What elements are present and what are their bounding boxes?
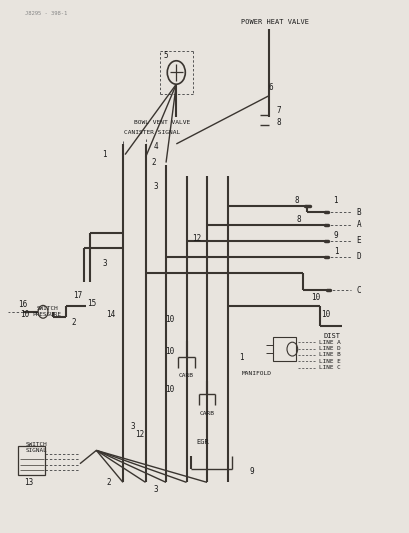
Text: LINE E: LINE E bbox=[318, 359, 339, 364]
Text: POWER HEAT VALVE: POWER HEAT VALVE bbox=[240, 19, 308, 26]
Text: 1: 1 bbox=[102, 150, 107, 159]
Text: 10: 10 bbox=[165, 348, 174, 356]
Text: 16: 16 bbox=[18, 301, 27, 309]
Text: 3: 3 bbox=[153, 182, 158, 191]
Text: SWITCH
PRESSURE: SWITCH PRESSURE bbox=[33, 306, 61, 317]
Text: 9: 9 bbox=[333, 231, 338, 240]
Text: 1: 1 bbox=[333, 247, 338, 256]
Text: 5: 5 bbox=[163, 52, 168, 60]
Text: 10: 10 bbox=[20, 310, 29, 319]
Text: 1: 1 bbox=[239, 353, 244, 361]
Text: 2: 2 bbox=[106, 478, 111, 487]
Text: 12: 12 bbox=[135, 430, 144, 439]
Text: E: E bbox=[355, 237, 360, 245]
Text: CANISTER SIGNAL: CANISTER SIGNAL bbox=[123, 130, 180, 135]
Text: D: D bbox=[355, 253, 360, 261]
Text: CARB: CARB bbox=[199, 410, 214, 416]
Text: J8295 - 398-1: J8295 - 398-1 bbox=[25, 11, 67, 16]
Text: 17: 17 bbox=[73, 292, 82, 300]
Text: SWITCH
SIGNAL: SWITCH SIGNAL bbox=[26, 442, 48, 453]
Text: 1: 1 bbox=[332, 196, 337, 205]
Text: EGR: EGR bbox=[196, 439, 209, 446]
Text: BOWL VENT VALVE: BOWL VENT VALVE bbox=[133, 120, 190, 125]
Text: 10: 10 bbox=[310, 293, 319, 302]
Text: 9: 9 bbox=[249, 467, 254, 476]
Text: 10: 10 bbox=[321, 310, 330, 319]
Text: 7: 7 bbox=[276, 107, 281, 115]
Text: 10: 10 bbox=[165, 316, 174, 324]
Text: LINE D: LINE D bbox=[318, 346, 339, 351]
Text: 8: 8 bbox=[296, 215, 301, 224]
Text: 2: 2 bbox=[151, 158, 156, 167]
Text: B: B bbox=[355, 208, 360, 216]
Text: 10: 10 bbox=[165, 385, 174, 393]
Text: CARB: CARB bbox=[179, 373, 193, 378]
Text: 3: 3 bbox=[153, 485, 158, 494]
Text: 4: 4 bbox=[153, 142, 158, 151]
Text: 12: 12 bbox=[192, 234, 201, 243]
Text: LINE A: LINE A bbox=[318, 340, 339, 345]
Text: A: A bbox=[355, 221, 360, 229]
Text: 13: 13 bbox=[24, 478, 33, 487]
Bar bbox=[18, 446, 45, 475]
Text: 14: 14 bbox=[106, 310, 115, 319]
Text: 2: 2 bbox=[71, 318, 76, 327]
Text: 15: 15 bbox=[88, 300, 97, 308]
Bar bbox=[273, 337, 296, 361]
Text: 3: 3 bbox=[130, 422, 135, 431]
Text: LINE C: LINE C bbox=[318, 365, 339, 370]
Text: 6: 6 bbox=[267, 84, 272, 92]
Text: LINE B: LINE B bbox=[318, 352, 339, 358]
Text: 8: 8 bbox=[276, 118, 281, 127]
Text: 3: 3 bbox=[102, 260, 107, 268]
Text: MANIFOLD: MANIFOLD bbox=[241, 370, 271, 376]
Text: 8: 8 bbox=[294, 196, 299, 205]
Text: C: C bbox=[355, 286, 360, 295]
Text: DIST: DIST bbox=[323, 333, 340, 339]
